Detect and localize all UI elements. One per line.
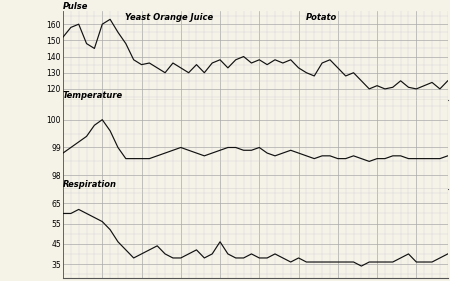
Text: Pulse: Pulse <box>63 2 88 11</box>
Text: Respiration: Respiration <box>63 180 117 189</box>
Text: Yeast Orange Juice: Yeast Orange Juice <box>125 13 213 22</box>
Text: Temperature: Temperature <box>63 91 123 100</box>
Text: Potato: Potato <box>306 13 337 22</box>
